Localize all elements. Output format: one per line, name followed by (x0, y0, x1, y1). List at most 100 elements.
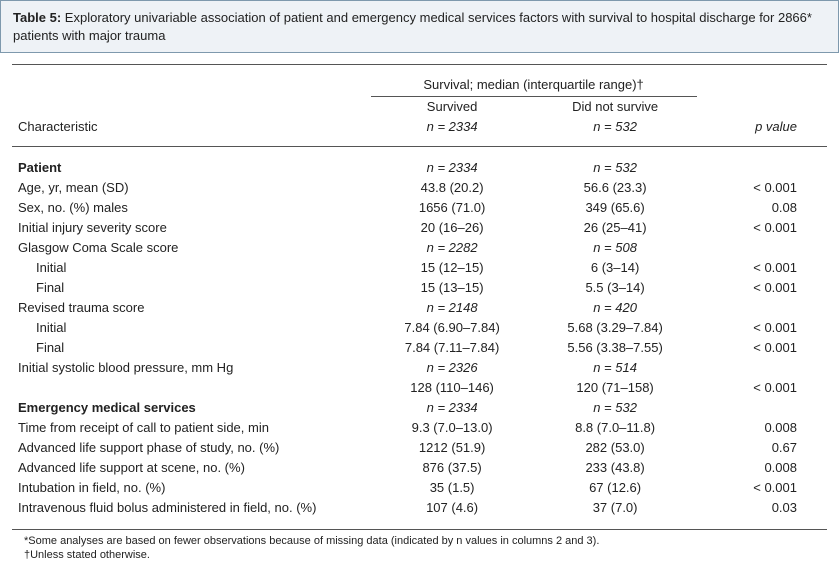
header-survived-n: n = 2334 (371, 117, 534, 137)
row-label: Sex, no. (%) males (12, 198, 371, 218)
cell-survived: 1656 (71.0) (371, 198, 534, 218)
header-characteristic: Characteristic (12, 96, 371, 137)
cell-p-value: < 0.001 (697, 218, 827, 238)
caption-label: Table 5: (13, 10, 61, 25)
row-label: Intravenous fluid bolus administered in … (12, 498, 371, 518)
table-row: Initial systolic blood pressure, mm Hgn … (12, 358, 827, 378)
cell-survived: 15 (12–15) (371, 258, 534, 278)
table-row: Initial injury severity score20 (16–26)2… (12, 218, 827, 238)
table-row: Intubation in field, no. (%)35 (1.5)67 (… (12, 478, 827, 498)
table-row: 128 (110–146)120 (71–158)< 0.001 (12, 378, 827, 398)
row-label: Initial systolic blood pressure, mm Hg (12, 358, 371, 378)
table-row: Advanced life support at scene, no. (%)8… (12, 458, 827, 478)
row-label: Intubation in field, no. (%) (12, 478, 371, 498)
cell-p-value: < 0.001 (697, 478, 827, 498)
header-survived: Survived (371, 96, 534, 117)
table-row: Glasgow Coma Scale scoren = 2282n = 508 (12, 238, 827, 258)
cell-survived: 43.8 (20.2) (371, 178, 534, 198)
table-row: Patientn = 2334n = 532 (12, 158, 827, 178)
table-row: Final15 (13–15)5.5 (3–14)< 0.001 (12, 278, 827, 298)
cell-p-value: 0.03 (697, 498, 827, 518)
table-row: Sex, no. (%) males1656 (71.0)349 (65.6)0… (12, 198, 827, 218)
row-label: Initial injury severity score (12, 218, 371, 238)
cell-p-value: < 0.001 (697, 318, 827, 338)
table-row: Initial15 (12–15)6 (3–14)< 0.001 (12, 258, 827, 278)
cell-not-survived: 5.5 (3–14) (534, 278, 697, 298)
cell-not-survived: 6 (3–14) (534, 258, 697, 278)
cell-survived: n = 2334 (371, 398, 534, 418)
footnote-1: *Some analyses are based on fewer observ… (24, 534, 815, 548)
table-row: Advanced life support phase of study, no… (12, 438, 827, 458)
row-label: Final (12, 278, 371, 298)
row-label: Initial (12, 318, 371, 338)
cell-survived: 128 (110–146) (371, 378, 534, 398)
cell-not-survived: 26 (25–41) (534, 218, 697, 238)
cell-p-value: < 0.001 (697, 338, 827, 358)
cell-p-value: < 0.001 (697, 378, 827, 398)
row-label: Emergency medical services (12, 398, 371, 418)
table-row: Intravenous fluid bolus administered in … (12, 498, 827, 518)
row-label: Advanced life support at scene, no. (%) (12, 458, 371, 478)
row-label: Final (12, 338, 371, 358)
cell-p-value: 0.008 (697, 458, 827, 478)
row-label: Advanced life support phase of study, no… (12, 438, 371, 458)
cell-p-value: 0.67 (697, 438, 827, 458)
cell-not-survived: 282 (53.0) (534, 438, 697, 458)
cell-p-value: 0.008 (697, 418, 827, 438)
cell-survived: 20 (16–26) (371, 218, 534, 238)
row-label: Time from receipt of call to patient sid… (12, 418, 371, 438)
header-p-value: p value (697, 96, 827, 137)
cell-not-survived: n = 514 (534, 358, 697, 378)
cell-not-survived: 120 (71–158) (534, 378, 697, 398)
cell-p-value (697, 358, 827, 378)
table-caption: Table 5: Exploratory univariable associa… (0, 0, 839, 53)
caption-text: Exploratory univariable association of p… (13, 10, 812, 43)
table-row: Time from receipt of call to patient sid… (12, 418, 827, 438)
cell-not-survived: 67 (12.6) (534, 478, 697, 498)
cell-survived: 876 (37.5) (371, 458, 534, 478)
cell-survived: n = 2148 (371, 298, 534, 318)
table-row: Emergency medical servicesn = 2334n = 53… (12, 398, 827, 418)
cell-p-value (697, 298, 827, 318)
cell-survived: n = 2282 (371, 238, 534, 258)
cell-not-survived: 37 (7.0) (534, 498, 697, 518)
cell-survived: 7.84 (7.11–7.84) (371, 338, 534, 358)
cell-not-survived: 5.56 (3.38–7.55) (534, 338, 697, 358)
cell-not-survived: n = 508 (534, 238, 697, 258)
cell-survived: 7.84 (6.90–7.84) (371, 318, 534, 338)
table-row: Final7.84 (7.11–7.84)5.56 (3.38–7.55)< 0… (12, 338, 827, 358)
header-not-n: n = 532 (534, 117, 697, 137)
footnotes: *Some analyses are based on fewer observ… (12, 529, 827, 573)
cell-survived: 15 (13–15) (371, 278, 534, 298)
cell-p-value (697, 158, 827, 178)
cell-p-value: < 0.001 (697, 178, 827, 198)
cell-survived: 35 (1.5) (371, 478, 534, 498)
cell-not-survived: 349 (65.6) (534, 198, 697, 218)
cell-not-survived: n = 420 (534, 298, 697, 318)
cell-p-value (697, 398, 827, 418)
row-label (12, 378, 371, 398)
footnote-2: †Unless stated otherwise. (24, 548, 815, 562)
table-row: Initial7.84 (6.90–7.84)5.68 (3.29–7.84)<… (12, 318, 827, 338)
table-row: Revised trauma scoren = 2148n = 420 (12, 298, 827, 318)
cell-p-value: 0.08 (697, 198, 827, 218)
cell-p-value: < 0.001 (697, 258, 827, 278)
row-label: Revised trauma score (12, 298, 371, 318)
cell-survived: 107 (4.6) (371, 498, 534, 518)
cell-not-survived: 8.8 (7.0–11.8) (534, 418, 697, 438)
cell-not-survived: 233 (43.8) (534, 458, 697, 478)
cell-p-value: < 0.001 (697, 278, 827, 298)
cell-survived: n = 2334 (371, 158, 534, 178)
cell-survived: n = 2326 (371, 358, 534, 378)
header-did-not-survive: Did not survive (534, 96, 697, 117)
cell-survived: 1212 (51.9) (371, 438, 534, 458)
cell-survived: 9.3 (7.0–13.0) (371, 418, 534, 438)
cell-not-survived: 56.6 (23.3) (534, 178, 697, 198)
header-survival-span: Survival; median (interquartile range)† (371, 74, 697, 96)
row-label: Patient (12, 158, 371, 178)
row-label: Age, yr, mean (SD) (12, 178, 371, 198)
row-label: Glasgow Coma Scale score (12, 238, 371, 258)
table-row: Age, yr, mean (SD)43.8 (20.2)56.6 (23.3)… (12, 178, 827, 198)
cell-not-survived: n = 532 (534, 398, 697, 418)
cell-not-survived: n = 532 (534, 158, 697, 178)
